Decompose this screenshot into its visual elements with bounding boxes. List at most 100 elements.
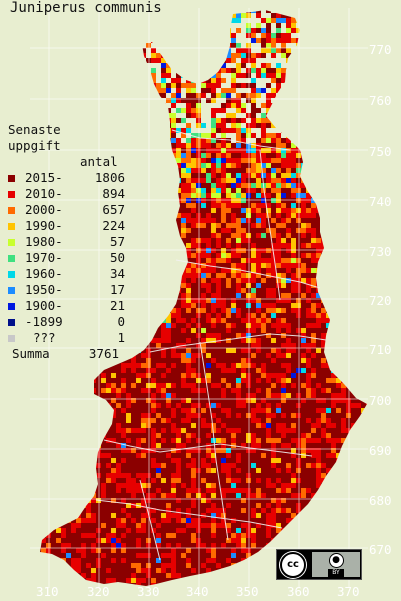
- occurrence-cell: [316, 363, 321, 368]
- occurrence-cell: [256, 258, 261, 263]
- occurrence-cell: [291, 208, 296, 213]
- occurrence-cell: [266, 293, 271, 298]
- occurrence-cell: [286, 293, 291, 298]
- occurrence-cell: [336, 133, 341, 138]
- occurrence-cell: [101, 58, 106, 63]
- occurrence-cell: [236, 418, 241, 423]
- occurrence-cell: [206, 303, 211, 308]
- occurrence-cell: [226, 223, 231, 228]
- occurrence-cell: [146, 83, 151, 88]
- occurrence-cell: [351, 143, 356, 148]
- occurrence-cell: [91, 18, 96, 23]
- occurrence-cell: [266, 133, 271, 138]
- occurrence-cell: [261, 43, 266, 48]
- occurrence-cell: [176, 273, 181, 278]
- occurrence-cell: [206, 63, 211, 68]
- occurrence-cell: [166, 353, 171, 358]
- occurrence-cell: [226, 323, 231, 328]
- occurrence-cell: [191, 168, 196, 173]
- occurrence-cell: [196, 218, 201, 223]
- occurrence-cell: [201, 148, 206, 153]
- occurrence-cell: [336, 268, 341, 273]
- occurrence-cell: [331, 228, 336, 233]
- occurrence-cell: [236, 228, 241, 233]
- occurrence-cell: [251, 238, 256, 243]
- occurrence-cell: [136, 333, 141, 338]
- occurrence-cell: [201, 123, 206, 128]
- occurrence-cell: [291, 403, 296, 408]
- occurrence-cell: [236, 368, 241, 373]
- occurrence-cell: [246, 388, 251, 393]
- occurrence-cell: [71, 73, 76, 78]
- occurrence-cell: [201, 93, 206, 98]
- occurrence-cell: [271, 218, 276, 223]
- occurrence-cell: [361, 278, 366, 283]
- occurrence-cell: [346, 313, 351, 318]
- occurrence-cell: [361, 348, 366, 353]
- occurrence-cell: [126, 413, 131, 418]
- occurrence-cell: [286, 233, 291, 238]
- occurrence-cell: [226, 413, 231, 418]
- occurrence-cell: [136, 328, 141, 333]
- occurrence-cell: [321, 308, 326, 313]
- occurrence-cell: [286, 73, 291, 78]
- occurrence-cell: [221, 78, 226, 83]
- occurrence-cell: [156, 113, 161, 118]
- occurrence-cell: [236, 133, 241, 138]
- occurrence-cell: [306, 203, 311, 208]
- occurrence-cell: [296, 18, 301, 23]
- occurrence-cell: [101, 408, 106, 413]
- occurrence-cell: [316, 238, 321, 243]
- occurrence-cell: [341, 283, 346, 288]
- occurrence-cell: [191, 108, 196, 113]
- occurrence-cell: [181, 148, 186, 153]
- occurrence-cell: [181, 248, 186, 253]
- occurrence-cell: [271, 363, 276, 368]
- occurrence-cell: [156, 158, 161, 163]
- occurrence-cell: [276, 163, 281, 168]
- occurrence-cell: [146, 18, 151, 23]
- occurrence-cell: [201, 298, 206, 303]
- occurrence-cell: [181, 293, 186, 298]
- occurrence-cell: [361, 388, 366, 393]
- occurrence-cell: [136, 73, 141, 78]
- occurrence-cell: [336, 83, 341, 88]
- occurrence-cell: [291, 203, 296, 208]
- occurrence-cell: [61, 403, 66, 408]
- occurrence-cell: [301, 418, 306, 423]
- occurrence-cell: [66, 373, 71, 378]
- occurrence-cell: [211, 313, 216, 318]
- occurrence-cell: [186, 63, 191, 68]
- occurrence-cell: [151, 128, 156, 133]
- occurrence-cell: [261, 148, 266, 153]
- occurrence-cell: [221, 118, 226, 123]
- occurrence-cell: [126, 378, 131, 383]
- occurrence-cell: [146, 263, 151, 268]
- occurrence-cell: [326, 283, 331, 288]
- occurrence-cell: [191, 93, 196, 98]
- occurrence-cell: [346, 363, 351, 368]
- occurrence-cell: [61, 58, 66, 63]
- occurrence-cell: [261, 338, 266, 343]
- occurrence-cell: [351, 408, 356, 413]
- occurrence-cell: [371, 263, 376, 268]
- occurrence-cell: [181, 58, 186, 63]
- occurrence-cell: [191, 308, 196, 313]
- occurrence-cell: [261, 133, 266, 138]
- occurrence-cell: [231, 13, 236, 18]
- occurrence-cell: [246, 333, 251, 338]
- occurrence-cell: [131, 383, 136, 388]
- occurrence-cell: [276, 23, 281, 28]
- occurrence-cell: [246, 278, 251, 283]
- occurrence-cell: [136, 303, 141, 308]
- occurrence-cell: [56, 83, 61, 88]
- occurrence-cell: [271, 203, 276, 208]
- occurrence-cell: [321, 18, 326, 23]
- occurrence-cell: [341, 153, 346, 158]
- occurrence-cell: [341, 13, 346, 18]
- occurrence-cell: [166, 163, 171, 168]
- occurrence-cell: [211, 258, 216, 263]
- occurrence-cell: [356, 168, 361, 173]
- occurrence-cell: [81, 363, 86, 368]
- occurrence-cell: [311, 213, 316, 218]
